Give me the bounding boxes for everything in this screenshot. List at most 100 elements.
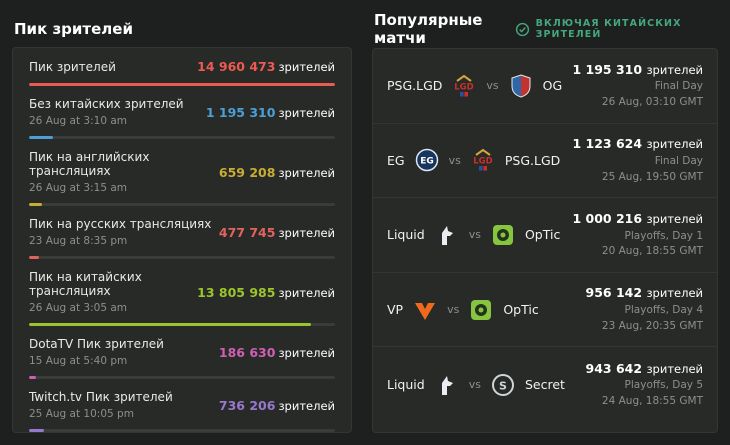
stat-row-chinese-streams: Пик на китайских трансляциях 26 Aug at 3… xyxy=(13,259,351,326)
team-logo-psglgd: LGD xyxy=(470,147,496,173)
match-info: 943 642 зрителей Playoffs, Day 5 24 Aug,… xyxy=(586,360,703,410)
team2-name: OpTic xyxy=(524,227,561,243)
stat-value-number: 13 805 985 xyxy=(197,284,276,300)
match-viewers-unit: зрителей xyxy=(646,211,703,226)
stat-value-unit: зрителей xyxy=(278,165,335,180)
stat-bar xyxy=(29,203,335,206)
stat-bar-fill xyxy=(29,323,311,326)
stat-bar-fill xyxy=(29,256,39,259)
match-date: 20 Aug, 18:55 GMT xyxy=(601,245,703,258)
vs-label: vs xyxy=(448,153,461,167)
stat-label: Пик на русских трансляциях xyxy=(29,217,212,231)
vs-label: vs xyxy=(468,378,481,392)
stat-bar-fill xyxy=(29,83,335,86)
match-viewers: 1 195 310 зрителей xyxy=(572,61,703,80)
match-viewers-unit: зрителей xyxy=(646,137,703,152)
team-logo-optic xyxy=(490,222,516,248)
stat-row-no-chinese: Без китайских зрителей 26 Aug at 3:10 am… xyxy=(13,86,351,139)
match-row-eg-psglgd[interactable]: EG EG vs LGD PSG.LGD 1 123 624 зрителей … xyxy=(373,124,717,199)
team1-name: VP xyxy=(387,302,404,318)
stat-value-unit: зрителей xyxy=(278,345,335,360)
match-teams: EG EG vs LGD PSG.LGD xyxy=(387,147,560,173)
stat-label: Twitch.tv Пик зрителей xyxy=(29,390,173,404)
stat-value: 13 805 985 зрителей xyxy=(197,285,335,300)
match-info: 956 142 зрителей Playoffs, Day 4 23 Aug,… xyxy=(586,284,703,334)
popular-matches-header: Популярные матчи Включая китайских зрите… xyxy=(372,10,718,48)
stat-label: Без китайских зрителей xyxy=(29,97,184,111)
team1-name: Liquid xyxy=(387,227,425,243)
stat-value-number: 736 206 xyxy=(218,397,276,413)
peak-viewers-card: Пик зрителей 14 960 473 зрителей Без кита… xyxy=(12,47,352,433)
match-row-liquid-optic[interactable]: Liquid vs OpTic 1 000 216 зрителей Playo… xyxy=(373,198,717,273)
stat-date: 26 Aug at 3:05 am xyxy=(29,302,128,314)
stat-value: 1 195 310 зрителей xyxy=(206,105,335,120)
svg-text:EG: EG xyxy=(420,157,434,167)
stat-bar xyxy=(29,83,335,86)
match-row-liquid-secret[interactable]: Liquid vs S Secret 943 642 зрителей Play… xyxy=(373,347,717,422)
popular-matches-title: Популярные матчи xyxy=(374,11,483,47)
peak-viewers-title: Пик зрителей xyxy=(14,19,133,38)
team1-name: PSG.LGD xyxy=(387,78,443,94)
check-circle-icon xyxy=(515,22,530,37)
stat-date: 15 Aug at 5:40 pm xyxy=(29,355,128,367)
match-viewers-number: 1 195 310 xyxy=(572,61,643,77)
team-logo-og xyxy=(508,73,534,99)
stat-label: DotaTV Пик зрителей xyxy=(29,337,164,351)
team-logo-liquid xyxy=(434,372,460,398)
match-info: 1 000 216 зрителей Playoffs, Day 1 20 Au… xyxy=(572,210,703,260)
match-row-vp-optic[interactable]: VP vs OpTic 956 142 зрителей Playoffs, D… xyxy=(373,273,717,348)
match-stage: Final Day xyxy=(654,80,703,93)
match-stage: Final Day xyxy=(654,155,703,168)
match-viewers: 956 142 зрителей xyxy=(586,284,703,303)
stat-row-russian-streams: Пик на русских трансляциях 23 Aug at 8:3… xyxy=(13,206,351,259)
match-date: 26 Aug, 03:10 GMT xyxy=(601,96,703,109)
stat-value-number: 1 195 310 xyxy=(205,104,276,120)
svg-text:LGD: LGD xyxy=(473,157,492,167)
match-stage: Playoffs, Day 1 xyxy=(624,229,703,242)
team-logo-secret: S xyxy=(490,372,516,398)
stat-row-twitch-peak: Twitch.tv Пик зрителей 25 Aug at 10:05 p… xyxy=(13,379,351,432)
stat-row-total-peak: Пик зрителей 14 960 473 зрителей xyxy=(13,48,351,86)
stat-value-unit: зрителей xyxy=(278,398,335,413)
team1-name: Liquid xyxy=(387,377,425,393)
stat-row-dotatv-peak: DotaTV Пик зрителей 15 Aug at 5:40 pm 18… xyxy=(13,326,351,379)
match-viewers-number: 1 123 624 xyxy=(572,136,643,152)
stat-value-unit: зрителей xyxy=(278,285,335,300)
popular-matches-section: Популярные матчи Включая китайских зрите… xyxy=(372,10,718,433)
stat-bar-fill xyxy=(29,203,43,206)
match-stage: Playoffs, Day 4 xyxy=(624,304,703,317)
include-chinese-viewers-toggle[interactable]: Включая китайских зрителей xyxy=(515,18,716,40)
match-viewers-number: 956 142 xyxy=(585,285,643,301)
stat-bar xyxy=(29,136,335,139)
stat-date: 23 Aug at 8:35 pm xyxy=(29,235,128,247)
team2-name: PSG.LGD xyxy=(504,152,561,168)
match-date: 23 Aug, 20:35 GMT xyxy=(601,319,703,332)
team2-name: Secret xyxy=(524,377,565,393)
stat-bar-fill xyxy=(29,376,36,379)
stat-bar xyxy=(29,376,335,379)
match-row-psglgd-og[interactable]: PSG.LGD LGD vs OG 1 195 310 зрителей Fin… xyxy=(373,49,717,124)
toggle-label: Включая китайских зрителей xyxy=(535,18,682,40)
team-logo-liquid xyxy=(434,222,460,248)
team-logo-optic xyxy=(468,297,494,323)
match-teams: VP vs OpTic xyxy=(387,297,539,323)
stat-value: 186 630 зрителей xyxy=(219,345,335,360)
team2-name: OpTic xyxy=(503,302,539,318)
team-logo-psglgd: LGD xyxy=(451,73,477,99)
popular-matches-card: PSG.LGD LGD vs OG 1 195 310 зрителей Fin… xyxy=(372,48,718,433)
match-viewers: 1 000 216 зрителей xyxy=(572,210,703,229)
match-info: 1 195 310 зрителей Final Day 26 Aug, 03:… xyxy=(572,61,703,111)
team2-name: OG xyxy=(542,78,563,94)
match-viewers-unit: зрителей xyxy=(646,286,703,301)
stat-label: Пик зрителей xyxy=(29,59,116,74)
stat-bar xyxy=(29,323,335,326)
stat-value-number: 186 630 xyxy=(218,344,276,360)
match-viewers: 1 123 624 зрителей xyxy=(572,135,703,154)
match-viewers-number: 943 642 xyxy=(585,360,643,376)
vs-label: vs xyxy=(486,79,499,93)
stat-value-unit: зрителей xyxy=(278,105,335,120)
match-teams: PSG.LGD LGD vs OG xyxy=(387,73,562,99)
stat-value-unit: зрителей xyxy=(278,60,335,74)
stat-value: 14 960 473 зрителей xyxy=(197,59,335,74)
match-date: 25 Aug, 19:50 GMT xyxy=(601,170,703,183)
